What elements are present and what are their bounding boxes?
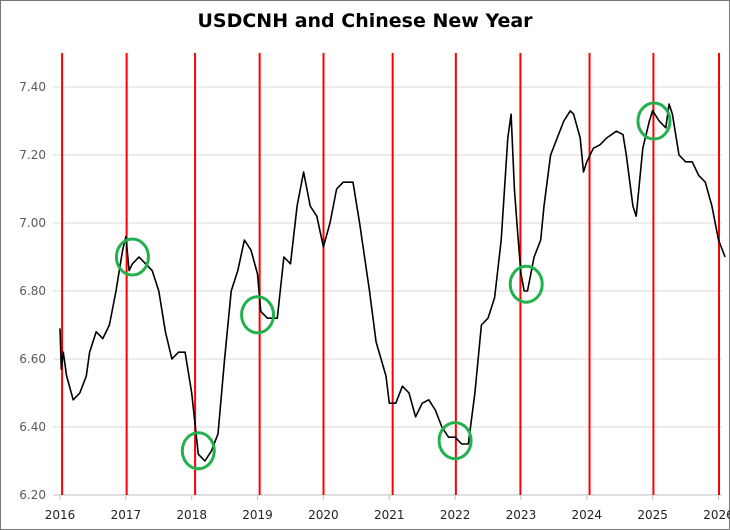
highlight-circle	[508, 264, 544, 304]
y-tick-label: 6.80	[19, 284, 46, 298]
x-tick-label: 2025	[637, 508, 668, 522]
x-tick-label: 2026	[703, 508, 730, 522]
highlight-circle	[437, 421, 473, 461]
y-tick-label: 6.60	[19, 352, 46, 366]
highlight-circle	[240, 295, 276, 335]
y-tick-label: 7.40	[19, 80, 46, 94]
x-tick-label: 2018	[176, 508, 207, 522]
highlight-circle	[114, 237, 150, 277]
x-tick-label: 2019	[242, 508, 273, 522]
x-tick-label: 2022	[440, 508, 471, 522]
y-tick-label: 7.20	[19, 148, 46, 162]
x-tick-label: 2017	[111, 508, 142, 522]
chart-title: USDCNH and Chinese New Year	[197, 10, 533, 32]
x-tick-label: 2024	[572, 508, 603, 522]
highlight-circle	[180, 431, 216, 471]
x-tick-label: 2021	[374, 508, 405, 522]
usdcnh-line	[59, 103, 726, 462]
y-tick-label: 7.00	[19, 216, 46, 230]
x-tick-label: 2023	[506, 508, 537, 522]
y-tick-label: 6.40	[19, 420, 46, 434]
x-tick-label: 2020	[308, 508, 339, 522]
x-tick-label: 2016	[45, 508, 76, 522]
y-tick-label: 6.20	[19, 488, 46, 502]
highlight-circle	[636, 101, 672, 141]
